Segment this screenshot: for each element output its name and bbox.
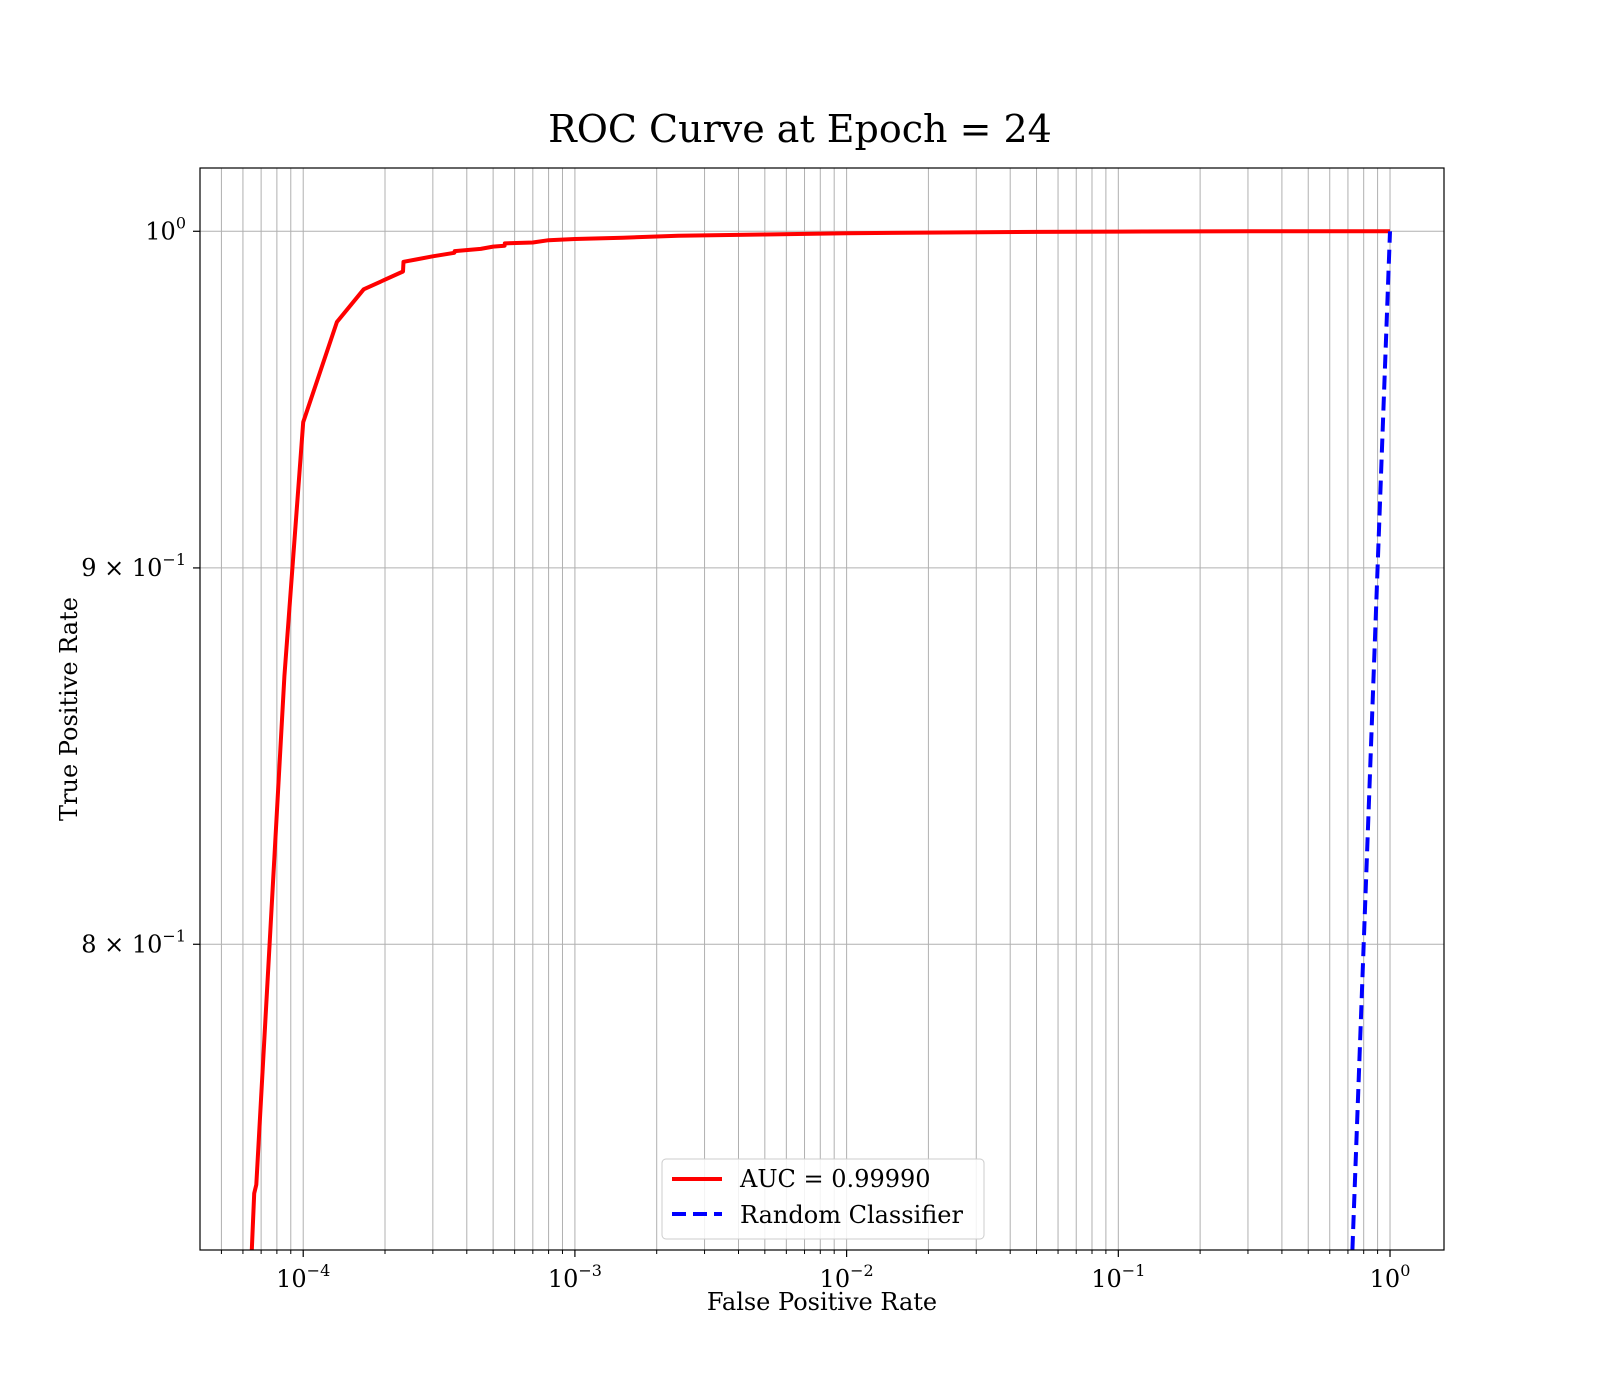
legend-label-auc: AUC = 0.99990 — [739, 1165, 931, 1193]
y-axis-label: True Positive Rate — [55, 597, 83, 821]
y-tick-label: 8 × 10−1 — [81, 926, 186, 958]
legend-frame — [661, 1158, 985, 1240]
y-tick-label: 9 × 10−1 — [81, 550, 186, 582]
x-tick-label: 10−3 — [548, 1261, 602, 1293]
x-tick-label: 10−4 — [276, 1261, 330, 1293]
series-line-random-classifier — [1350, 231, 1392, 1251]
y-tick-label: 100 — [145, 213, 186, 245]
x-axis-label: False Positive Rate — [707, 1288, 937, 1316]
x-tick-label: 100 — [1370, 1261, 1411, 1293]
legend-label-random: Random Classifier — [740, 1201, 963, 1229]
grid — [200, 168, 1444, 1250]
x-tick-label: 10−1 — [1091, 1261, 1145, 1293]
series-layer — [249, 229, 1392, 1251]
legend: AUC = 0.99990 Random Classifier — [661, 1158, 985, 1240]
chart-title: ROC Curve at Epoch = 24 — [548, 107, 1052, 151]
plot-frame — [199, 167, 1445, 1251]
series-line-auc — [249, 229, 1390, 1251]
